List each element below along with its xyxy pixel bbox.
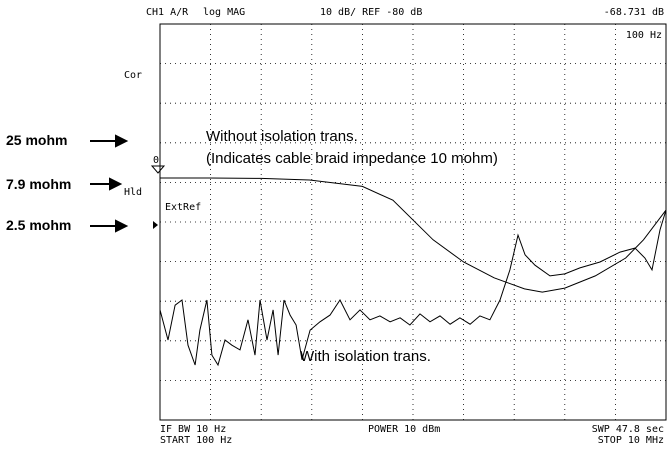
sweep: SWP 47.8 sec — [592, 424, 664, 435]
channel: CH1 A/R — [146, 7, 189, 18]
trace — [160, 177, 667, 293]
extref: ExtRef — [165, 202, 201, 213]
power: POWER 10 dBm — [368, 424, 440, 435]
marker-value: -68.731 dB — [604, 7, 664, 18]
hld: Hld — [124, 187, 142, 198]
level-label: 2.5 mohm — [6, 217, 71, 233]
plot-frame — [159, 23, 667, 421]
level-label: 7.9 mohm — [6, 176, 71, 192]
cor: Cor — [124, 70, 142, 81]
scale: 10 dB/ REF -80 dB — [320, 7, 422, 18]
trace — [159, 209, 667, 367]
start: START 100 Hz — [160, 435, 232, 446]
annotation: Without isolation trans. — [206, 128, 358, 145]
ifbw: IF BW 10 Hz — [160, 424, 226, 435]
annotation: (Indicates cable braid impedance 10 mohm… — [206, 150, 498, 167]
ref-triangle — [150, 165, 166, 174]
format: log MAG — [203, 7, 245, 18]
ref-marker: 0 — [153, 155, 159, 166]
stop: STOP 10 MHz — [598, 435, 664, 446]
annotation: With isolation trans. — [300, 348, 431, 365]
ref-arrow — [153, 221, 158, 229]
marker-freq: 100 Hz — [626, 30, 662, 41]
level-label: 25 mohm — [6, 132, 67, 148]
level-arrows — [90, 134, 129, 233]
